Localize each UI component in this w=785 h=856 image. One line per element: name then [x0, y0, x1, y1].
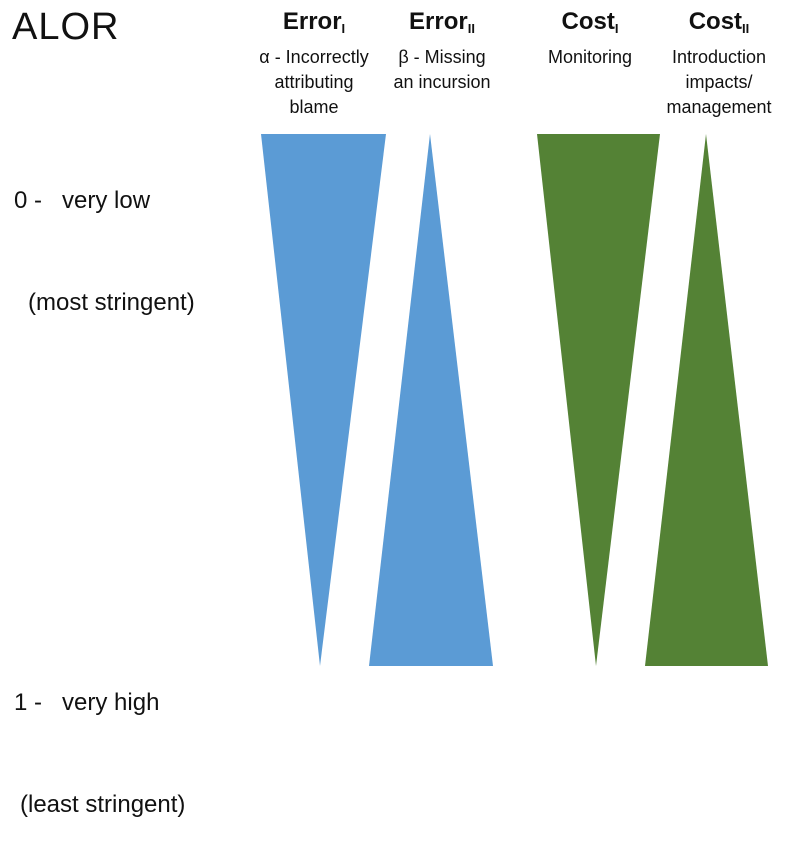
error-1-triangle: [261, 134, 386, 666]
column-desc-line: Introduction: [671, 47, 767, 67]
column-desc-line: an incursion: [393, 72, 491, 92]
column-title: CostI: [561, 8, 619, 36]
column-title: ErrorI: [282, 8, 346, 36]
diagram-title: ALOR: [12, 6, 120, 48]
column-title: CostII: [688, 8, 750, 36]
column-header-error-1: ErrorI α - Incorrectly attributing blame: [249, 6, 379, 120]
scale-top-value: 0 -: [14, 187, 43, 214]
error-2-triangle: [369, 134, 493, 666]
scale-top-level: very low: [62, 187, 151, 214]
column-desc-line: management: [666, 97, 772, 117]
column-desc-line: α - Incorrectly: [259, 47, 369, 67]
scale-bottom-level: very high: [62, 689, 160, 716]
column-header-error-2: ErrorII β - Missing an incursion: [377, 6, 507, 95]
cost-2-triangle: [645, 134, 768, 666]
column-desc-line: Monitoring: [547, 47, 633, 67]
column-desc-line: blame: [289, 97, 339, 117]
scale-bottom-value: 1 -: [14, 689, 43, 716]
column-title: ErrorII: [409, 8, 475, 36]
triangle-layer: [261, 134, 768, 666]
column-desc-line: impacts/: [685, 72, 753, 92]
column-desc-line: attributing: [274, 72, 354, 92]
column-header-cost-1: CostI Monitoring: [525, 6, 655, 70]
scale-top-label: 0 - very low (most stringent): [14, 116, 195, 354]
scale-bottom-note: (least stringent): [20, 791, 186, 818]
cost-1-triangle: [537, 134, 660, 666]
column-desc-line: β - Missing: [398, 47, 486, 67]
column-header-cost-2: CostII Introduction impacts/ management: [654, 6, 784, 120]
scale-top-note: (most stringent): [28, 289, 195, 316]
